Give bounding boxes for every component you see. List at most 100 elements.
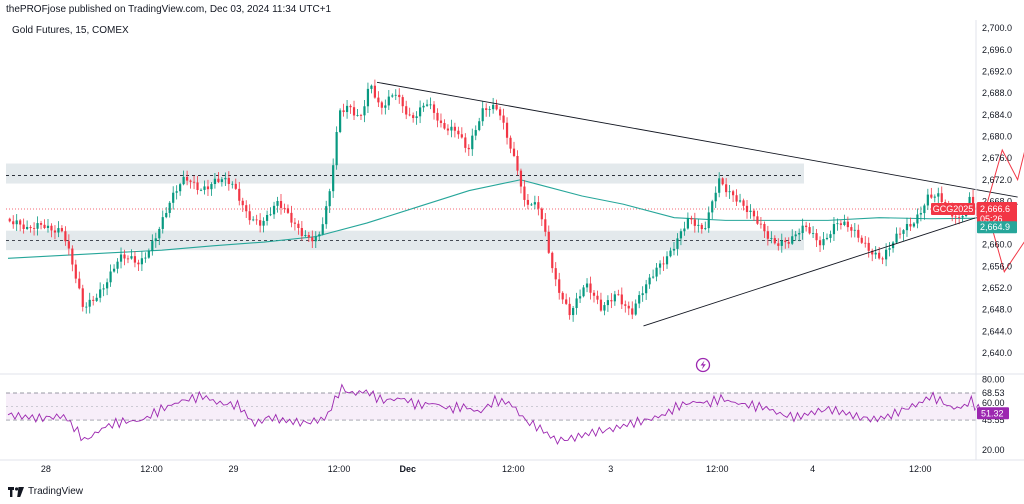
footer-brand[interactable]: TradingView (8, 486, 83, 497)
candle-body (15, 220, 18, 225)
candle-body (763, 223, 766, 232)
candle-body (394, 94, 397, 96)
candle-body (811, 233, 815, 234)
candle-body (432, 104, 436, 113)
triangle-upper-trendline (376, 81, 1018, 198)
time-tick-label: 3 (608, 464, 613, 474)
candle-body (787, 242, 790, 244)
candle-body (248, 211, 251, 221)
candle-body (721, 178, 724, 185)
candle-body (186, 176, 189, 181)
candle-body (206, 186, 210, 190)
candle-body (112, 268, 116, 272)
candle-body (509, 137, 512, 149)
last-price-badge (977, 201, 1017, 225)
candle-body (648, 277, 651, 285)
candle-body (252, 219, 255, 221)
candle-body (766, 231, 769, 239)
candle-body (165, 212, 168, 218)
candle-body (864, 242, 867, 244)
candle-body (446, 128, 450, 131)
candle-body (478, 121, 481, 131)
price-tick-label: 2,688.0 (982, 88, 1012, 98)
candle-body (540, 208, 543, 220)
candle-body (836, 223, 839, 225)
candle-body (683, 228, 686, 232)
candle-body (217, 178, 220, 182)
candle-body (102, 288, 105, 290)
candle-body (412, 115, 415, 119)
candle-body (610, 300, 613, 302)
candle-body (78, 278, 81, 289)
candle-body (286, 208, 290, 213)
candle-body (99, 289, 102, 298)
candle-body (464, 137, 467, 148)
candle-body (798, 233, 801, 235)
candle-body (714, 192, 717, 202)
candle-body (805, 225, 808, 228)
candle-body (276, 200, 279, 206)
candle-body (85, 306, 88, 308)
candle-body (975, 206, 978, 210)
candle-body (36, 223, 39, 229)
candle-body (829, 234, 832, 238)
candle-body (189, 180, 192, 182)
candle-body (871, 250, 874, 255)
candle-body (718, 178, 721, 193)
candle-body (398, 94, 401, 98)
candle-body (561, 292, 564, 300)
candle-body (57, 228, 60, 233)
candle-body (665, 256, 669, 265)
candle-body (742, 200, 745, 206)
rsi-tick-label: 45.55 (982, 415, 1005, 425)
candle-body (158, 228, 161, 239)
candle-body (401, 97, 404, 107)
candle-body (492, 104, 495, 110)
candle-body (168, 202, 171, 213)
candle-body (321, 224, 324, 235)
candle-body (74, 264, 77, 279)
candle-body (575, 298, 578, 309)
time-tick-label: 28 (41, 464, 51, 474)
candle-body (874, 252, 877, 255)
candle-body (725, 184, 728, 193)
time-tick-label: 12:00 (328, 464, 351, 474)
candle-body (311, 237, 314, 242)
candle-body (88, 299, 91, 307)
candle-body (345, 105, 349, 113)
price-tick-label: 2,660.0 (982, 240, 1012, 250)
candle-body (220, 179, 223, 182)
candle-body (596, 295, 599, 300)
candle-body (408, 114, 411, 116)
candle-body (133, 256, 137, 263)
last-price-label: 2,666.6 (980, 204, 1010, 214)
candle-body (71, 248, 74, 265)
candle-body (895, 233, 898, 243)
ma-value-label: 2,664.9 (980, 222, 1010, 232)
candle-body (613, 294, 616, 302)
candle-body (481, 108, 484, 122)
candle-body (676, 238, 679, 249)
candle-body (697, 224, 700, 226)
projection-up-arrow (986, 148, 1024, 205)
candle-body (26, 226, 29, 230)
candle-body (885, 249, 888, 260)
symbol-badge-label: GCG2025 (933, 204, 974, 214)
price-tick-label: 2,644.0 (982, 326, 1012, 336)
time-tick-label: 12:00 (909, 464, 932, 474)
candle-body (495, 104, 498, 110)
candle-body (700, 224, 703, 230)
candle-body (770, 238, 773, 239)
lightning-bolt-icon[interactable] (695, 357, 711, 373)
price-tick-label: 2,652.0 (982, 283, 1012, 293)
candle-body (971, 196, 975, 207)
price-tick-label: 2,672.0 (982, 175, 1012, 185)
candle-body (832, 224, 836, 235)
candle-body (262, 220, 265, 226)
candle-body (109, 271, 112, 283)
candle-body (565, 299, 568, 304)
candle-body (850, 227, 853, 231)
candle-body (937, 193, 940, 197)
candle-body (467, 147, 470, 150)
